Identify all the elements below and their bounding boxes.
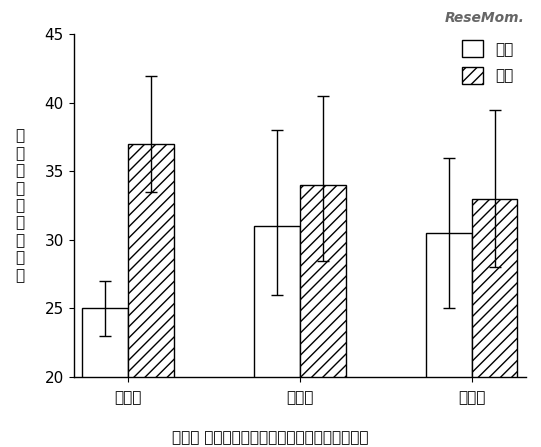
Bar — [300, 185, 346, 377]
Bar — [82, 308, 128, 377]
Text: ReseMom.: ReseMom. — [445, 11, 525, 25]
Bar — [472, 199, 517, 377]
Text: 図１． 各体験形式における成功期待の尺度得点: 図１． 各体験形式における成功期待の尺度得点 — [172, 430, 369, 446]
Y-axis label: 成
功
期
待
の
尺
度
得
点: 成 功 期 待 の 尺 度 得 点 — [15, 129, 24, 283]
Legend: 事前, 事後: 事前, 事後 — [457, 35, 518, 89]
Bar — [254, 226, 300, 377]
Bar — [426, 233, 472, 377]
Bar — [128, 144, 174, 377]
